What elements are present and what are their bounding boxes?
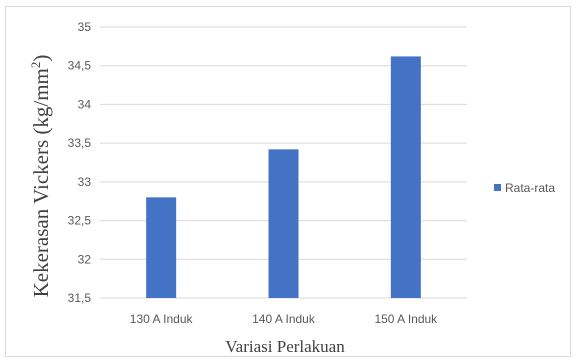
y-tick-label: 34,5 <box>68 59 92 73</box>
y-tick-label: 33,5 <box>68 136 92 150</box>
y-axis-label: Kekerasan Vickers (kg/mm2) <box>28 55 53 298</box>
x-tick-label: 150 A Induk <box>374 312 438 326</box>
bars <box>146 56 421 299</box>
legend-swatch <box>494 184 501 191</box>
bar <box>268 149 299 298</box>
bar <box>146 197 177 298</box>
y-tick-label: 33 <box>78 175 92 189</box>
y-tick-label: 34 <box>78 97 92 111</box>
y-tick-label: 31,5 <box>68 291 92 305</box>
x-tick-label: 130 A Induk <box>130 312 194 326</box>
y-tick-labels: 31,5 32 32,5 33 33,5 34 34,5 35 <box>68 20 92 305</box>
x-tick-label: 140 A Induk <box>252 312 316 326</box>
bar <box>390 56 421 299</box>
legend-label: Rata-rata <box>505 181 555 195</box>
x-axis-label: Variasi Perlakuan <box>225 337 345 356</box>
y-tick-label: 35 <box>78 20 92 34</box>
y-tick-label: 32,5 <box>68 214 92 228</box>
legend: Rata-rata <box>494 181 555 195</box>
x-tick-labels: 130 A Induk 140 A Induk 150 A Induk <box>130 312 438 326</box>
y-tick-label: 32 <box>78 252 92 266</box>
